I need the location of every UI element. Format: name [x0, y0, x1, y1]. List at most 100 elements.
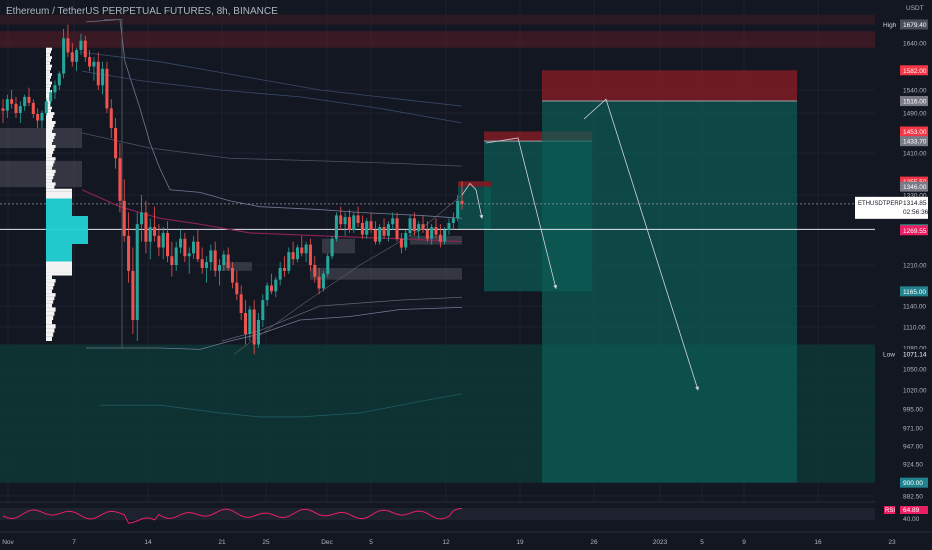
candle[interactable] [421, 224, 425, 230]
rsi-pane[interactable] [0, 501, 932, 530]
candle[interactable] [365, 221, 369, 235]
candle[interactable] [101, 68, 105, 86]
candle[interactable] [404, 232, 408, 248]
candle[interactable] [274, 279, 278, 292]
candle[interactable] [330, 238, 334, 257]
candle[interactable] [230, 267, 235, 283]
candle[interactable] [451, 218, 455, 223]
candle[interactable] [140, 212, 144, 225]
candle[interactable] [170, 256, 174, 265]
last-price-box[interactable] [855, 196, 928, 219]
candle[interactable] [27, 96, 31, 103]
candle[interactable] [179, 238, 183, 248]
position-target-zone[interactable] [542, 101, 797, 483]
candles-layer[interactable] [1, 24, 464, 355]
candle[interactable] [122, 200, 126, 236]
price-axis[interactable]: USDT1640.001540.001490.001410.001330.001… [855, 0, 932, 532]
candle[interactable] [343, 217, 347, 225]
candle[interactable] [23, 96, 27, 107]
candle[interactable] [252, 309, 256, 345]
candle[interactable] [62, 38, 66, 74]
candle[interactable] [135, 224, 139, 320]
candle[interactable] [417, 224, 421, 232]
candle[interactable] [209, 250, 213, 263]
candle[interactable] [447, 223, 451, 230]
candle[interactable] [460, 200, 464, 204]
position-stop-zone[interactable] [484, 131, 592, 142]
candle[interactable] [1, 108, 5, 111]
projection-arrow-2[interactable] [583, 98, 699, 391]
candle[interactable] [53, 85, 57, 93]
candle[interactable] [399, 238, 403, 248]
candle[interactable] [157, 235, 161, 248]
candle[interactable] [14, 103, 18, 113]
candle[interactable] [40, 113, 44, 121]
candle[interactable] [438, 234, 442, 242]
candle[interactable] [148, 227, 152, 242]
candle[interactable] [295, 247, 299, 260]
candle[interactable] [192, 241, 196, 254]
candle[interactable] [386, 224, 390, 236]
candle[interactable] [213, 250, 217, 271]
candle[interactable] [131, 270, 135, 320]
candle[interactable] [287, 252, 291, 271]
candle[interactable] [261, 300, 265, 320]
candle[interactable] [339, 215, 343, 225]
candle[interactable] [326, 256, 330, 274]
candle[interactable] [300, 247, 304, 254]
time-axis[interactable]: Nov 7 14 21 25 Dec 5 12 19 26 2023 5 9 16 23 [0, 531, 932, 550]
candle[interactable] [127, 235, 131, 271]
candle[interactable] [18, 106, 22, 113]
candle[interactable] [395, 218, 399, 239]
candle[interactable] [321, 273, 325, 289]
candle[interactable] [49, 92, 53, 102]
candle[interactable] [282, 267, 286, 271]
candle[interactable] [269, 285, 273, 292]
candle[interactable] [217, 265, 222, 271]
candle[interactable] [352, 215, 356, 230]
candle[interactable] [222, 254, 226, 266]
position-stop-zone[interactable] [542, 70, 797, 102]
candle[interactable] [187, 253, 191, 257]
candle[interactable] [334, 215, 338, 239]
candle[interactable] [347, 217, 351, 230]
candle[interactable] [369, 221, 373, 230]
candle[interactable] [153, 227, 157, 236]
candle[interactable] [235, 282, 239, 295]
candle[interactable] [96, 61, 100, 86]
candle[interactable] [161, 232, 165, 248]
candle[interactable] [443, 230, 447, 242]
candle[interactable] [92, 61, 96, 67]
candle[interactable] [75, 50, 79, 62]
candle[interactable] [118, 158, 122, 201]
candle[interactable] [88, 57, 92, 67]
candle[interactable] [174, 247, 178, 266]
candle[interactable] [109, 108, 113, 128]
candle[interactable] [308, 244, 312, 265]
candle[interactable] [144, 212, 148, 242]
candle[interactable] [114, 128, 118, 159]
candle[interactable] [313, 265, 317, 277]
candle[interactable] [83, 40, 87, 58]
candle[interactable] [304, 244, 308, 254]
candle[interactable] [70, 52, 74, 62]
candle[interactable] [256, 320, 260, 345]
candle[interactable] [434, 227, 438, 235]
candle[interactable] [105, 68, 109, 109]
candle[interactable] [360, 223, 364, 235]
candle[interactable] [378, 227, 382, 242]
candle[interactable] [430, 227, 434, 239]
candle[interactable] [291, 252, 295, 260]
candle[interactable] [36, 114, 40, 121]
candle[interactable] [44, 101, 48, 114]
candle[interactable] [31, 102, 35, 114]
candle[interactable] [356, 215, 360, 223]
candle[interactable] [408, 218, 412, 233]
rsi-line[interactable] [2, 508, 463, 524]
projection-arrows[interactable] [461, 98, 699, 391]
candle[interactable] [166, 232, 170, 257]
recent-arrow[interactable] [461, 182, 484, 219]
candle[interactable] [5, 99, 9, 111]
candle[interactable] [391, 218, 395, 225]
